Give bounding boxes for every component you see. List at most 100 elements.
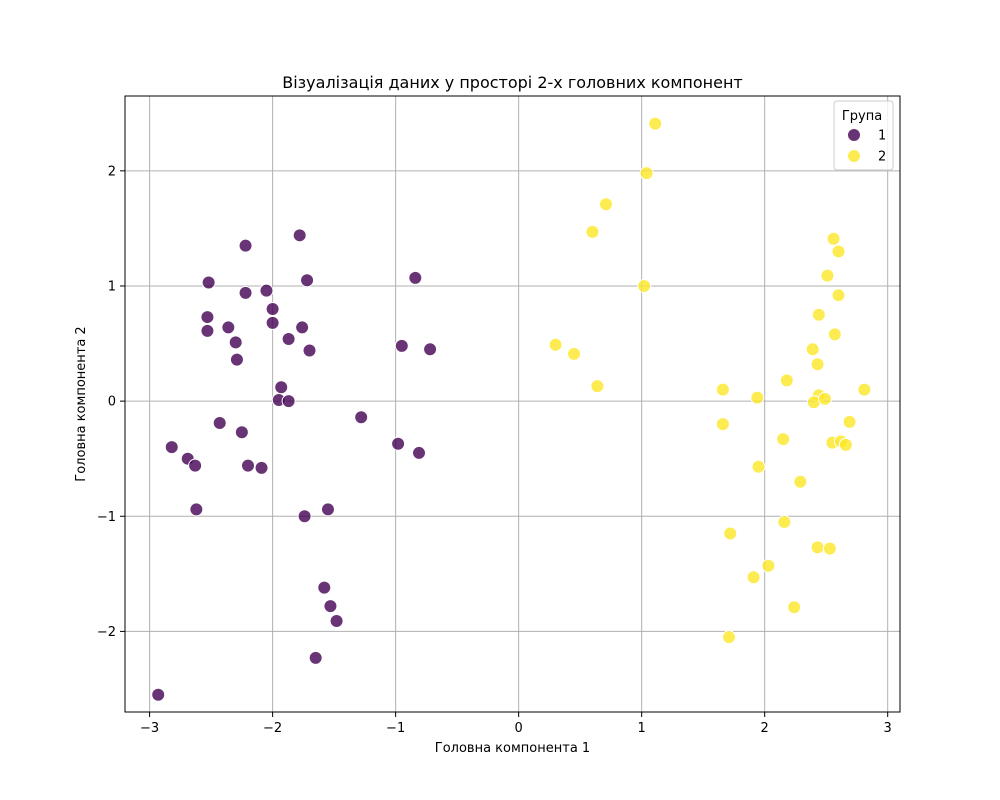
scatter-point-group-2 <box>723 631 736 644</box>
legend: Група 1 2 <box>834 101 893 170</box>
scatter-point-group-2 <box>751 391 764 404</box>
scatter-point-group-2 <box>778 516 791 529</box>
x-tick-label: 0 <box>515 721 523 736</box>
scatter-point-group-2 <box>832 245 845 258</box>
scatter-point-group-2 <box>806 343 819 356</box>
legend-label-group-1: 1 <box>878 129 886 144</box>
scatter-point-group-1 <box>303 344 316 357</box>
x-tick-label: −1 <box>386 721 405 736</box>
scatter-point-group-2 <box>818 392 831 405</box>
scatter-point-group-2 <box>638 279 651 292</box>
scatter-point-group-2 <box>747 571 760 584</box>
scatter-point-group-2 <box>777 433 790 446</box>
scatter-point-group-2 <box>828 328 841 341</box>
scatter-point-group-2 <box>821 269 834 282</box>
scatter-point-group-2 <box>811 358 824 371</box>
legend-marker-group-1 <box>848 129 861 142</box>
scatter-point-group-2 <box>812 308 825 321</box>
chart-title: Візуалізація даних у просторі 2-х головн… <box>282 73 743 92</box>
scatter-point-group-2 <box>832 289 845 302</box>
scatter-point-group-2 <box>724 527 737 540</box>
scatter-point-group-1 <box>298 510 311 523</box>
scatter-point-group-1 <box>293 229 306 242</box>
scatter-point-group-1 <box>213 416 226 429</box>
scatter-point-group-2 <box>762 559 775 572</box>
scatter-point-group-1 <box>229 336 242 349</box>
scatter-point-group-1 <box>230 353 243 366</box>
scatter-point-group-1 <box>330 615 343 628</box>
scatter-point-group-2 <box>591 380 604 393</box>
scatter-point-group-1 <box>324 600 337 613</box>
scatter-point-group-1 <box>152 688 165 701</box>
scatter-point-group-1 <box>392 437 405 450</box>
y-tick-label: 0 <box>108 395 116 410</box>
x-tick-label: −3 <box>140 721 159 736</box>
scatter-point-group-1 <box>424 343 437 356</box>
plot-area-frame <box>125 96 900 712</box>
scatter-point-group-1 <box>282 332 295 345</box>
scatter-point-group-1 <box>201 311 214 324</box>
scatter-point-group-1 <box>309 651 322 664</box>
scatter-point-group-1 <box>260 284 273 297</box>
scatter-point-group-1 <box>201 324 214 337</box>
scatter-point-group-1 <box>202 276 215 289</box>
scatter-point-group-2 <box>780 374 793 387</box>
scatter-point-group-2 <box>640 167 653 180</box>
scatter-point-group-1 <box>301 274 314 287</box>
y-tick-label: −2 <box>97 625 116 640</box>
y-axis-label: Головна компонента 2 <box>74 326 89 481</box>
scatter-point-group-1 <box>409 271 422 284</box>
legend-label-group-2: 2 <box>878 150 886 165</box>
grid-lines <box>125 96 900 712</box>
scatter-point-group-1 <box>321 503 334 516</box>
scatter-point-group-2 <box>858 383 871 396</box>
scatter-point-group-2 <box>827 232 840 245</box>
axis-ticks: −3 −2 −1 0 1 2 3 −2 −1 0 1 2 <box>97 164 892 736</box>
scatter-point-group-2 <box>839 438 852 451</box>
scatter-point-group-1 <box>275 381 288 394</box>
x-tick-label: 2 <box>761 721 769 736</box>
scatter-point-group-1 <box>355 411 368 424</box>
scatter-point-group-2 <box>599 198 612 211</box>
scatter-point-group-1 <box>282 395 295 408</box>
scatter-point-group-2 <box>716 383 729 396</box>
legend-title: Група <box>842 109 882 124</box>
scatter-point-group-1 <box>239 239 252 252</box>
scatter-point-group-1 <box>165 441 178 454</box>
scatter-point-group-2 <box>843 415 856 428</box>
scatter-point-group-1 <box>266 303 279 316</box>
scatter-point-group-2 <box>788 601 801 614</box>
data-points <box>152 117 871 701</box>
scatter-point-group-2 <box>549 338 562 351</box>
scatter-point-group-2 <box>586 225 599 238</box>
scatter-point-group-1 <box>395 339 408 352</box>
x-tick-label: −2 <box>263 721 282 736</box>
legend-marker-group-2 <box>848 150 861 163</box>
y-tick-label: 1 <box>108 279 116 294</box>
scatter-point-group-2 <box>568 347 581 360</box>
x-axis-label: Головна компонента 1 <box>435 741 590 756</box>
scatter-point-group-1 <box>235 426 248 439</box>
scatter-point-group-2 <box>716 418 729 431</box>
scatter-point-group-1 <box>239 286 252 299</box>
scatter-point-group-1 <box>189 459 202 472</box>
scatter-point-group-1 <box>413 446 426 459</box>
y-tick-label: −1 <box>97 510 116 525</box>
scatter-point-group-2 <box>649 117 662 130</box>
scatter-point-group-1 <box>190 503 203 516</box>
scatter-point-group-1 <box>266 316 279 329</box>
scatter-point-group-2 <box>752 460 765 473</box>
scatter-point-group-2 <box>823 542 836 555</box>
y-tick-label: 2 <box>108 164 116 179</box>
scatter-point-group-1 <box>255 461 268 474</box>
x-tick-label: 1 <box>638 721 646 736</box>
scatter-point-group-2 <box>811 541 824 554</box>
x-tick-label: 3 <box>884 721 892 736</box>
scatter-point-group-2 <box>794 475 807 488</box>
scatter-point-group-1 <box>296 321 309 334</box>
scatter-point-group-1 <box>318 581 331 594</box>
scatter-point-group-1 <box>242 459 255 472</box>
scatter-point-group-1 <box>222 321 235 334</box>
